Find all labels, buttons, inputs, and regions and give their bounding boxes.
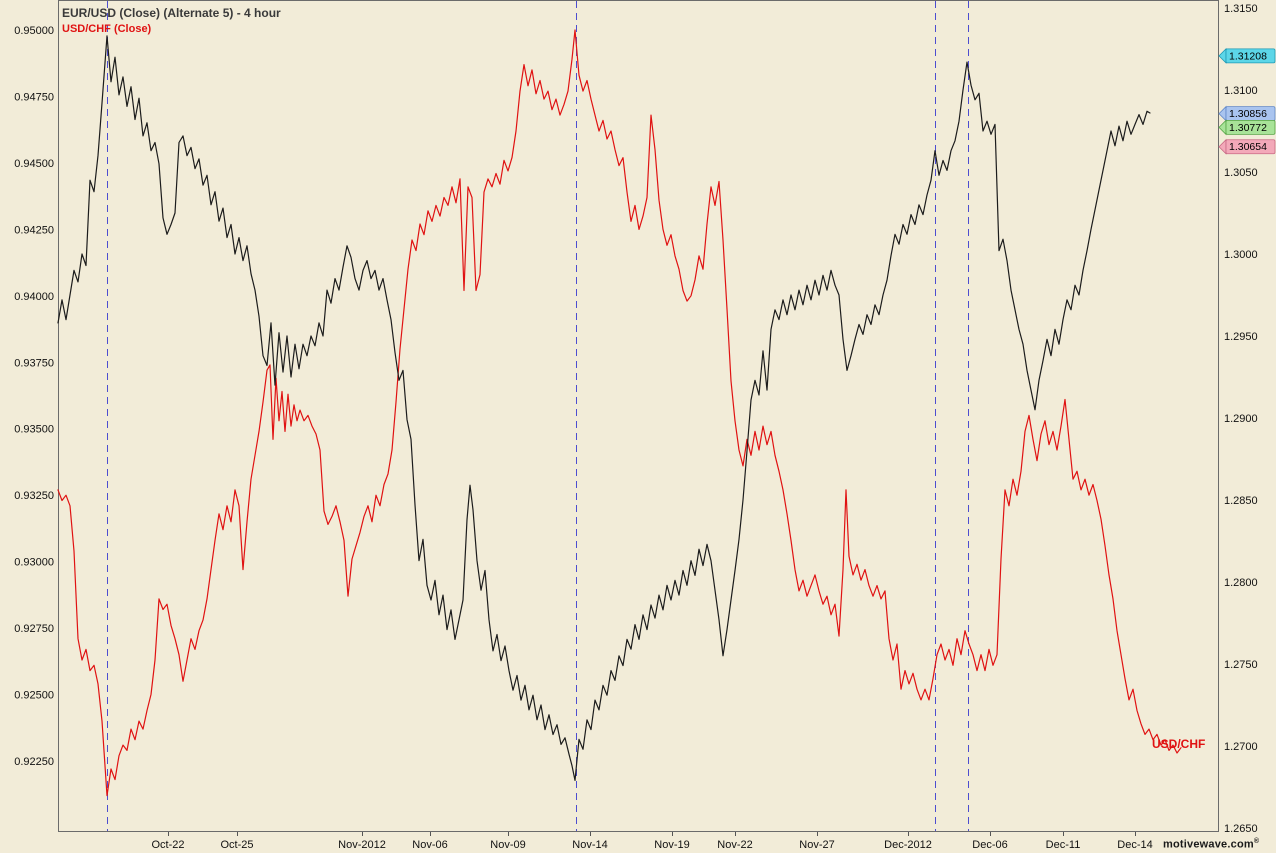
left-axis-tick-label: 0.92500 <box>14 690 54 702</box>
price-marker-pointer <box>1218 138 1227 155</box>
date-axis-label: Dec-2012 <box>884 839 932 851</box>
right-axis-tick-label: 1.2650 <box>1224 823 1258 835</box>
price-marker-value: 1.30856 <box>1229 108 1267 120</box>
left-axis-tick-label: 0.93500 <box>14 424 54 436</box>
right-axis-tick-label: 1.2900 <box>1224 413 1258 425</box>
right-axis-tick-label: 1.3100 <box>1224 85 1258 97</box>
date-axis-label: Nov-14 <box>572 839 607 851</box>
chart-title: EUR/USD (Close) (Alternate 5) - 4 hour <box>62 6 281 20</box>
motivewave-watermark: motivewave.com® <box>1163 838 1259 851</box>
left-axis-tick-label: 0.94500 <box>14 158 54 170</box>
price-marker-pointer <box>1218 105 1227 122</box>
watermark-text: motivewave.com <box>1163 838 1254 851</box>
plot-border <box>58 0 1219 832</box>
date-axis-label: Nov-22 <box>717 839 752 851</box>
series-line-eurusd <box>57 35 1151 782</box>
left-axis-tick-label: 0.93250 <box>14 490 54 502</box>
date-axis-label: Dec-11 <box>1046 839 1081 851</box>
left-axis-tick-label: 0.93750 <box>14 357 54 369</box>
right-axis-tick-label: 1.2950 <box>1224 331 1258 343</box>
price-marker-pointer <box>1218 119 1227 136</box>
left-axis-tick-label: 0.92250 <box>14 756 54 768</box>
price-marker-value: 1.30772 <box>1229 122 1267 134</box>
date-axis-label: Nov-2012 <box>338 839 386 851</box>
price-marker-value: 1.31208 <box>1229 50 1267 62</box>
right-axis-tick-label: 1.3150 <box>1224 3 1258 15</box>
right-axis-tick-label: 1.2850 <box>1224 495 1258 507</box>
right-axis-tick-label: 1.2800 <box>1224 577 1258 589</box>
left-axis-tick-label: 0.94750 <box>14 91 54 103</box>
date-axis-label: Nov-19 <box>654 839 689 851</box>
date-axis-label: Dec-06 <box>972 839 1007 851</box>
left-axis-tick-label: 0.92750 <box>14 623 54 635</box>
right-axis-tick-label: 1.3000 <box>1224 249 1258 261</box>
price-marker-tag[interactable] <box>1225 48 1276 64</box>
registered-mark: ® <box>1253 838 1260 845</box>
price-marker-tag[interactable] <box>1225 139 1276 155</box>
right-axis-tick-label: 1.3050 <box>1224 167 1258 179</box>
price-marker-value: 1.30654 <box>1229 141 1267 153</box>
date-axis-label: Nov-09 <box>490 839 525 851</box>
date-axis-label: Nov-27 <box>799 839 834 851</box>
usdchf-series-label: USD/CHF <box>1152 737 1206 751</box>
right-axis-tick-label: 1.2750 <box>1224 659 1258 671</box>
series-line-usdchf <box>57 29 1182 797</box>
left-axis-tick-label: 0.95000 <box>14 25 54 37</box>
date-axis-label: Oct-25 <box>220 839 253 851</box>
left-axis-tick-label: 0.94250 <box>14 224 54 236</box>
price-marker-tag[interactable] <box>1225 119 1276 135</box>
price-marker-pointer <box>1218 47 1227 64</box>
overlay-series-title: USD/CHF (Close) <box>62 23 152 35</box>
left-axis-tick-label: 0.94000 <box>14 291 54 303</box>
left-axis-tick-label: 0.93000 <box>14 557 54 569</box>
date-axis-label: Dec-14 <box>1117 839 1152 851</box>
date-axis-label: Nov-06 <box>412 839 447 851</box>
date-axis-label: Oct-22 <box>151 839 184 851</box>
right-axis-tick-label: 1.2700 <box>1224 741 1258 753</box>
